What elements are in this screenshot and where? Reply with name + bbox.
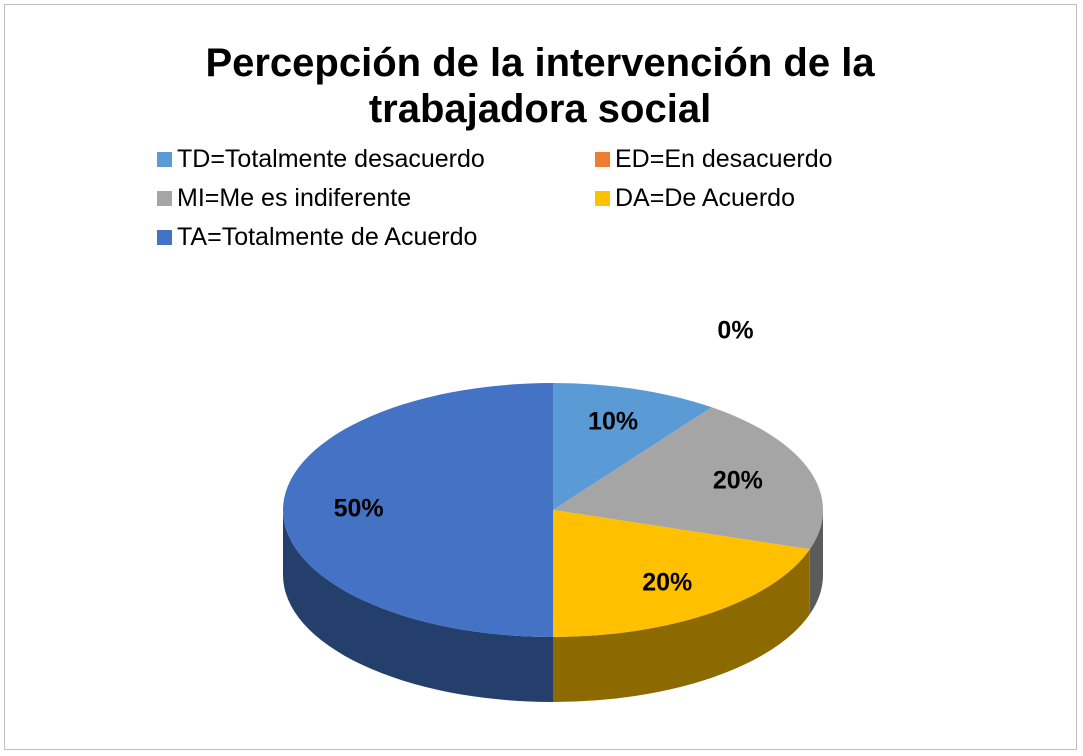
data-label: 20% <box>713 466 763 494</box>
legend-label: TD=Totalmente desacuerdo <box>177 145 485 173</box>
legend-label: ED=En desacuerdo <box>615 145 833 173</box>
legend-item: ED=En desacuerdo <box>595 145 833 174</box>
legend-label: MI=Me es indiferente <box>177 184 412 212</box>
legend-item: TD=Totalmente desacuerdo <box>157 145 485 174</box>
pie-slice <box>553 407 823 550</box>
chart-frame <box>4 4 1077 750</box>
data-label: 10% <box>588 408 638 436</box>
legend-item: DA=De Acuerdo <box>595 184 795 213</box>
pie-slice <box>553 383 712 510</box>
legend-item: TA=Totalmente de Acuerdo <box>157 223 477 252</box>
legend-swatch <box>157 191 172 206</box>
legend-item: MI=Me es indiferente <box>157 184 411 213</box>
legend-swatch <box>157 152 172 167</box>
legend-label: DA=De Acuerdo <box>615 184 795 212</box>
pie-side <box>283 510 553 702</box>
legend-label: TA=Totalmente de Acuerdo <box>177 223 478 251</box>
legend-swatch <box>595 152 610 167</box>
pie-slice <box>283 383 553 637</box>
data-label: 0% <box>717 316 753 344</box>
chart-title: Percepción de la intervención de la trab… <box>205 41 875 131</box>
pie-side <box>809 510 823 615</box>
legend-swatch <box>157 230 172 245</box>
pie-slice <box>553 510 810 637</box>
pie-side <box>553 549 810 702</box>
data-label: 50% <box>334 495 384 523</box>
legend-swatch <box>595 191 610 206</box>
data-label: 20% <box>642 569 692 597</box>
